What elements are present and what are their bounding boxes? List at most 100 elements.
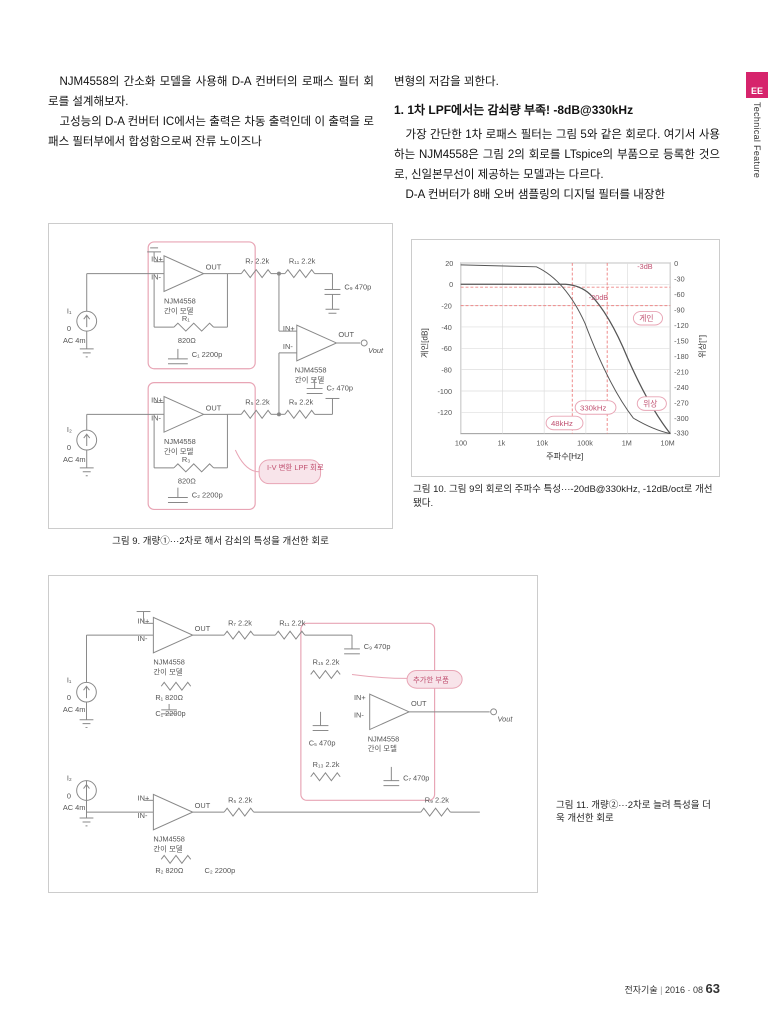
svg-text:IN+: IN+ [283,325,295,334]
svg-text:OUT: OUT [206,263,222,272]
svg-text:-270: -270 [674,399,689,408]
svg-text:-80: -80 [441,366,452,375]
svg-text:IN+: IN+ [151,255,163,264]
side-tab-label: Technical Feature [752,102,762,178]
svg-text:I₂: I₂ [67,773,72,782]
svg-text:IN-: IN- [354,710,364,719]
svg-text:I-V 변환 LPF 회로: I-V 변환 LPF 회로 [267,462,324,472]
figure-11-circuit: I₁ 0 AC 4m I₂ 0 AC 4m [57,584,529,884]
svg-text:-3dB: -3dB [637,262,653,271]
svg-text:NJM4558: NJM4558 [153,834,185,843]
svg-text:R₅ 2.2k: R₅ 2.2k [245,398,270,407]
footer-issue: 2016 · 08 [665,985,703,995]
column-right: 변형의 저감을 꾀한다. 1. 1차 LPF에서는 감쇠량 부족! -8dB@3… [394,72,720,205]
svg-text:간이 모델: 간이 모델 [295,375,325,385]
svg-text:100: 100 [455,439,467,448]
figure-11-box: I₁ 0 AC 4m I₂ 0 AC 4m [48,575,538,893]
svg-text:IN+: IN+ [151,396,163,405]
ee-logo: EE [746,72,768,98]
svg-text:R₁ 820Ω: R₁ 820Ω [155,693,183,702]
svg-text:10M: 10M [661,439,675,448]
svg-text:IN+: IN+ [354,693,366,702]
svg-text:간이 모델: 간이 모델 [153,667,182,676]
svg-text:AC 4m: AC 4m [63,455,86,464]
svg-text:OUT: OUT [206,404,222,413]
figure-10-wrap: 20 0 -20 -40 -60 -80 -100 -120 0 -30 -60… [411,211,720,548]
svg-text:I₂: I₂ [67,426,72,435]
svg-text:1M: 1M [622,439,632,448]
svg-text:OUT: OUT [411,699,427,708]
svg-text:NJM4558: NJM4558 [153,657,185,666]
svg-text:-90: -90 [674,306,685,315]
svg-text:C₂ 2200p: C₂ 2200p [192,491,223,500]
paragraph-2a: 변형의 저감을 꾀한다. [394,72,720,92]
svg-text:-210: -210 [674,368,689,377]
svg-text:IN+: IN+ [138,793,150,802]
svg-text:C₉ 470p: C₉ 470p [364,642,391,651]
svg-text:-300: -300 [674,414,689,423]
svg-text:-150: -150 [674,337,689,346]
svg-text:R₁₁ 2.2k: R₁₁ 2.2k [279,618,306,627]
column-left: NJM4558의 간소화 모델을 사용해 D-A 컨버터의 로패스 필터 회로를… [48,72,374,205]
svg-text:0: 0 [67,325,71,334]
page-footer: 전자기술 | 2016 · 08 63 [624,981,720,996]
svg-text:100k: 100k [577,439,593,448]
section-heading-1: 1. 1차 LPF에서는 감쇠량 부족! -8dB@330kHz [394,102,720,119]
figure-9-caption: 그림 9. 개량①···2차로 해서 감쇠의 특성을 개선한 회로 [48,535,393,548]
svg-text:-120: -120 [437,409,452,418]
svg-text:48kHz: 48kHz [551,419,573,428]
figure-10-box: 20 0 -20 -40 -60 -80 -100 -120 0 -30 -60… [411,239,720,477]
svg-text:추가한 부품: 추가한 부품 [413,675,449,684]
body-columns: NJM4558의 간소화 모델을 사용해 D-A 컨버터의 로패스 필터 회로를… [48,72,720,205]
figure-10-chart: 20 0 -20 -40 -60 -80 -100 -120 0 -30 -60… [420,248,711,468]
svg-text:C₁ 2200p: C₁ 2200p [192,350,223,359]
svg-text:R₁: R₁ [182,315,190,324]
svg-text:R₃: R₃ [182,455,190,464]
svg-text:위상[°]: 위상[°] [697,335,707,358]
svg-text:-100: -100 [437,387,452,396]
svg-text:R₇ 2.2k: R₇ 2.2k [245,257,269,266]
svg-text:OUT: OUT [195,801,211,810]
svg-text:R₂ 820Ω: R₂ 820Ω [155,866,183,875]
svg-text:1k: 1k [498,439,506,448]
svg-text:R₁₁ 2.2k: R₁₁ 2.2k [289,257,316,266]
svg-text:0: 0 [67,443,71,452]
svg-text:-20dB: -20dB [589,293,609,302]
svg-text:820Ω: 820Ω [178,477,196,486]
svg-text:-40: -40 [441,323,452,332]
svg-text:-180: -180 [674,352,689,361]
svg-text:NJM4558: NJM4558 [164,297,196,306]
svg-text:R₁₃ 2.2k: R₁₃ 2.2k [313,760,340,769]
svg-text:NJM4558: NJM4558 [295,366,327,375]
svg-text:R₉ 2.2k: R₉ 2.2k [289,398,314,407]
figure-10-caption: 그림 10. 그림 9의 회로의 주파수 특성···-20dB@330kHz, … [411,483,720,510]
svg-text:C₇ 470p: C₇ 470p [327,384,353,393]
svg-text:OUT: OUT [338,330,354,339]
side-tab: EE Technical Feature [746,72,768,192]
svg-text:Vout: Vout [368,346,384,355]
paragraph-2c: D-A 컨버터가 8배 오버 샘플링의 디지털 필터를 내장한 [394,185,720,205]
paragraph-2b: 가장 간단한 1차 로패스 필터는 그림 5와 같은 회로다. 여기서 사용하는… [394,125,720,185]
footer-mag: 전자기술 [624,985,657,995]
svg-text:간이 모델: 간이 모델 [153,844,182,853]
svg-text:AC 4m: AC 4m [63,336,86,345]
figure-row-1: I₁ 0 AC 4m I₂ 0 AC 4m [48,211,720,548]
svg-text:Vout: Vout [498,714,514,723]
svg-text:0: 0 [674,259,678,268]
svg-text:C₉ 470p: C₉ 470p [344,283,371,292]
svg-text:NJM4558: NJM4558 [368,734,400,743]
figure-11-caption: 그림 11. 개량②···2차로 늘려 특성을 더욱 개선한 회로 [554,799,720,826]
svg-text:0: 0 [67,791,71,800]
figure-row-2: I₁ 0 AC 4m I₂ 0 AC 4m [48,563,720,893]
svg-text:OUT: OUT [195,624,211,633]
svg-text:20: 20 [445,259,453,268]
figure-9-box: I₁ 0 AC 4m I₂ 0 AC 4m [48,223,393,529]
svg-text:C₇ 470p: C₇ 470p [403,773,429,782]
svg-text:0: 0 [67,693,71,702]
svg-text:-60: -60 [441,345,452,354]
svg-text:-240: -240 [674,383,689,392]
svg-text:R₅ 2.2k: R₅ 2.2k [228,795,253,804]
svg-text:R₁₅ 2.2k: R₁₅ 2.2k [313,657,340,666]
figure-11-wrap: I₁ 0 AC 4m I₂ 0 AC 4m [48,563,538,893]
svg-text:간이 모델: 간이 모델 [368,744,397,753]
